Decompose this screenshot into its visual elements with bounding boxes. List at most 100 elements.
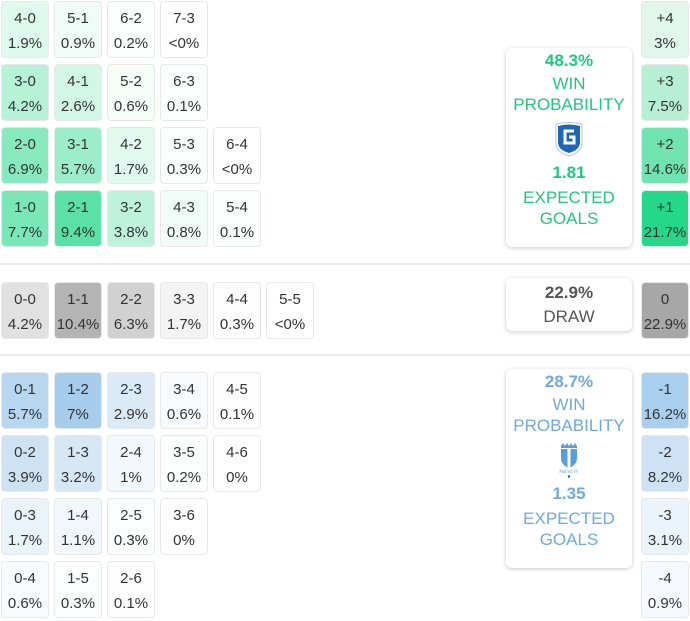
scoreline-cell-away[interactable]: 0-1 5.7% (1, 372, 49, 429)
cell-probability: 1.7% (166, 316, 202, 333)
scoreline-cell-home[interactable]: 3-2 3.8% (107, 190, 155, 247)
malmo-crest-icon: Malmö FF (559, 443, 579, 478)
cell-label: 6-2 (120, 10, 142, 27)
scoreline-cell-home[interactable]: 7-3 <0% (160, 1, 208, 58)
scoreline-cell-away[interactable]: 4-6 0% (213, 435, 261, 492)
cell-probability: 1.7% (113, 161, 149, 178)
goal-margin-cell[interactable]: +3 7.5% (641, 64, 689, 121)
cell-probability: 8.2% (647, 469, 683, 486)
scoreline-cell-away[interactable]: 2-5 0.3% (107, 498, 155, 555)
cell-probability: 3.9% (7, 469, 43, 486)
scoreline-cell-away[interactable]: 3-6 0% (160, 498, 208, 555)
cell-label: +2 (656, 136, 674, 153)
cell-probability: 0% (173, 532, 195, 549)
cell-label: +4 (656, 10, 674, 27)
scoreline-cell-home[interactable]: 3-0 4.2% (1, 64, 49, 121)
cell-label: 1-4 (67, 507, 89, 524)
genk-crest-icon (555, 122, 583, 157)
cell-probability: 3.8% (113, 224, 149, 241)
cell-probability: 1.9% (7, 35, 43, 52)
cell-probability: 0.3% (113, 532, 149, 549)
cell-probability: 0.9% (60, 35, 96, 52)
scoreline-cell-home[interactable]: 6-3 0.1% (160, 64, 208, 121)
scoreline-cell-home[interactable]: 4-1 2.6% (54, 64, 102, 121)
cell-probability: 7% (67, 406, 89, 423)
scoreline-cell-away[interactable]: 4-5 0.1% (213, 372, 261, 429)
goal-margin-cell[interactable]: -2 8.2% (641, 435, 689, 492)
scoreline-cell-home[interactable]: 5-3 0.3% (160, 127, 208, 184)
goal-margin-cell[interactable]: -4 0.9% (641, 561, 689, 618)
cell-probability: 0.2% (166, 469, 202, 486)
cell-label: 3-5 (173, 444, 195, 461)
scoreline-cell-away[interactable]: 1-4 1.1% (54, 498, 102, 555)
goal-margin-cell[interactable]: -1 16.2% (641, 372, 689, 429)
scoreline-cell-draw[interactable]: 0-0 4.2% (1, 282, 49, 339)
scoreline-cell-away[interactable]: 1-2 7% (54, 372, 102, 429)
cell-label: 3-2 (120, 199, 142, 216)
cell-label: 0 (660, 291, 670, 308)
scoreline-cell-away[interactable]: 3-5 0.2% (160, 435, 208, 492)
scoreline-cell-draw[interactable]: 1-1 10.4% (54, 282, 102, 339)
cell-label: 2-2 (120, 291, 142, 308)
scoreline-cell-away[interactable]: 2-3 2.9% (107, 372, 155, 429)
cell-label: 4-0 (14, 10, 36, 27)
cell-label: 1-3 (67, 444, 89, 461)
cell-label: -2 (658, 444, 672, 461)
home-win-card: 48.3% WIN PROBABILITY 1.81 EXPECTED GOAL… (506, 48, 632, 247)
cell-label: 1-1 (67, 291, 89, 308)
scoreline-cell-home[interactable]: 2-1 9.4% (54, 190, 102, 247)
cell-label: 3-3 (173, 291, 195, 308)
cell-label: 2-1 (67, 199, 89, 216)
scoreline-cell-away[interactable]: 1-5 0.3% (54, 561, 102, 618)
scoreline-cell-away[interactable]: 2-4 1% (107, 435, 155, 492)
scoreline-cell-home[interactable]: 6-4 <0% (213, 127, 261, 184)
draw-card: 22.9% DRAW (506, 278, 632, 331)
scoreline-cell-away[interactable]: 0-2 3.9% (1, 435, 49, 492)
scoreline-cell-away[interactable]: 1-3 3.2% (54, 435, 102, 492)
cell-label: 7-3 (173, 10, 195, 27)
away-win-label: WIN (552, 395, 586, 414)
home-xg: 1.81 (552, 163, 586, 182)
goal-margin-cell[interactable]: -3 3.1% (641, 498, 689, 555)
draw-pct: 22.9% (544, 283, 594, 302)
scoreline-cell-home[interactable]: 6-2 0.2% (107, 1, 155, 58)
goal-margin-cell[interactable]: +2 14.6% (641, 127, 689, 184)
scoreline-cell-home[interactable]: 5-2 0.6% (107, 64, 155, 121)
cell-label: 4-4 (226, 291, 248, 308)
cell-probability: 7.5% (647, 98, 683, 115)
scoreline-cell-home[interactable]: 4-3 0.8% (160, 190, 208, 247)
cell-probability: <0% (221, 161, 253, 178)
goal-margin-cell[interactable]: 0 22.9% (641, 282, 689, 339)
cell-probability: 1.1% (60, 532, 96, 549)
cell-probability: 0.1% (166, 98, 202, 115)
scoreline-cell-home[interactable]: 4-0 1.9% (1, 1, 49, 58)
cell-probability: 0.3% (219, 316, 255, 333)
cell-probability: 1.7% (7, 532, 43, 549)
cell-label: 2-5 (120, 507, 142, 524)
away-win-label-2: PROBABILITY (513, 416, 625, 435)
scoreline-cell-draw[interactable]: 4-4 0.3% (213, 282, 261, 339)
scoreline-cell-home[interactable]: 2-0 6.9% (1, 127, 49, 184)
scoreline-cell-away[interactable]: 0-3 1.7% (1, 498, 49, 555)
cell-probability: <0% (274, 316, 306, 333)
cell-probability: 0.6% (113, 98, 149, 115)
scoreline-cell-home[interactable]: 5-4 0.1% (213, 190, 261, 247)
goal-margin-cell[interactable]: +1 21.7% (641, 190, 689, 247)
scoreline-cell-home[interactable]: 4-2 1.7% (107, 127, 155, 184)
scoreline-cell-draw[interactable]: 5-5 <0% (266, 282, 314, 339)
scoreline-cell-away[interactable]: 3-4 0.6% (160, 372, 208, 429)
cell-probability: 22.9% (643, 316, 687, 333)
scoreline-cell-away[interactable]: 2-6 0.1% (107, 561, 155, 618)
cell-label: 0-0 (14, 291, 36, 308)
cell-probability: 14.6% (643, 161, 687, 178)
cell-label: 2-0 (14, 136, 36, 153)
scoreline-cell-away[interactable]: 0-4 0.6% (1, 561, 49, 618)
scoreline-cell-home[interactable]: 5-1 0.9% (54, 1, 102, 58)
svg-text:Malmö FF: Malmö FF (559, 469, 579, 474)
scoreline-cell-home[interactable]: 3-1 5.7% (54, 127, 102, 184)
goal-margin-cell[interactable]: +4 3% (641, 1, 689, 58)
scoreline-cell-draw[interactable]: 3-3 1.7% (160, 282, 208, 339)
scoreline-cell-home[interactable]: 1-0 7.7% (1, 190, 49, 247)
scoreline-cell-draw[interactable]: 2-2 6.3% (107, 282, 155, 339)
cell-probability: 5.7% (60, 161, 96, 178)
